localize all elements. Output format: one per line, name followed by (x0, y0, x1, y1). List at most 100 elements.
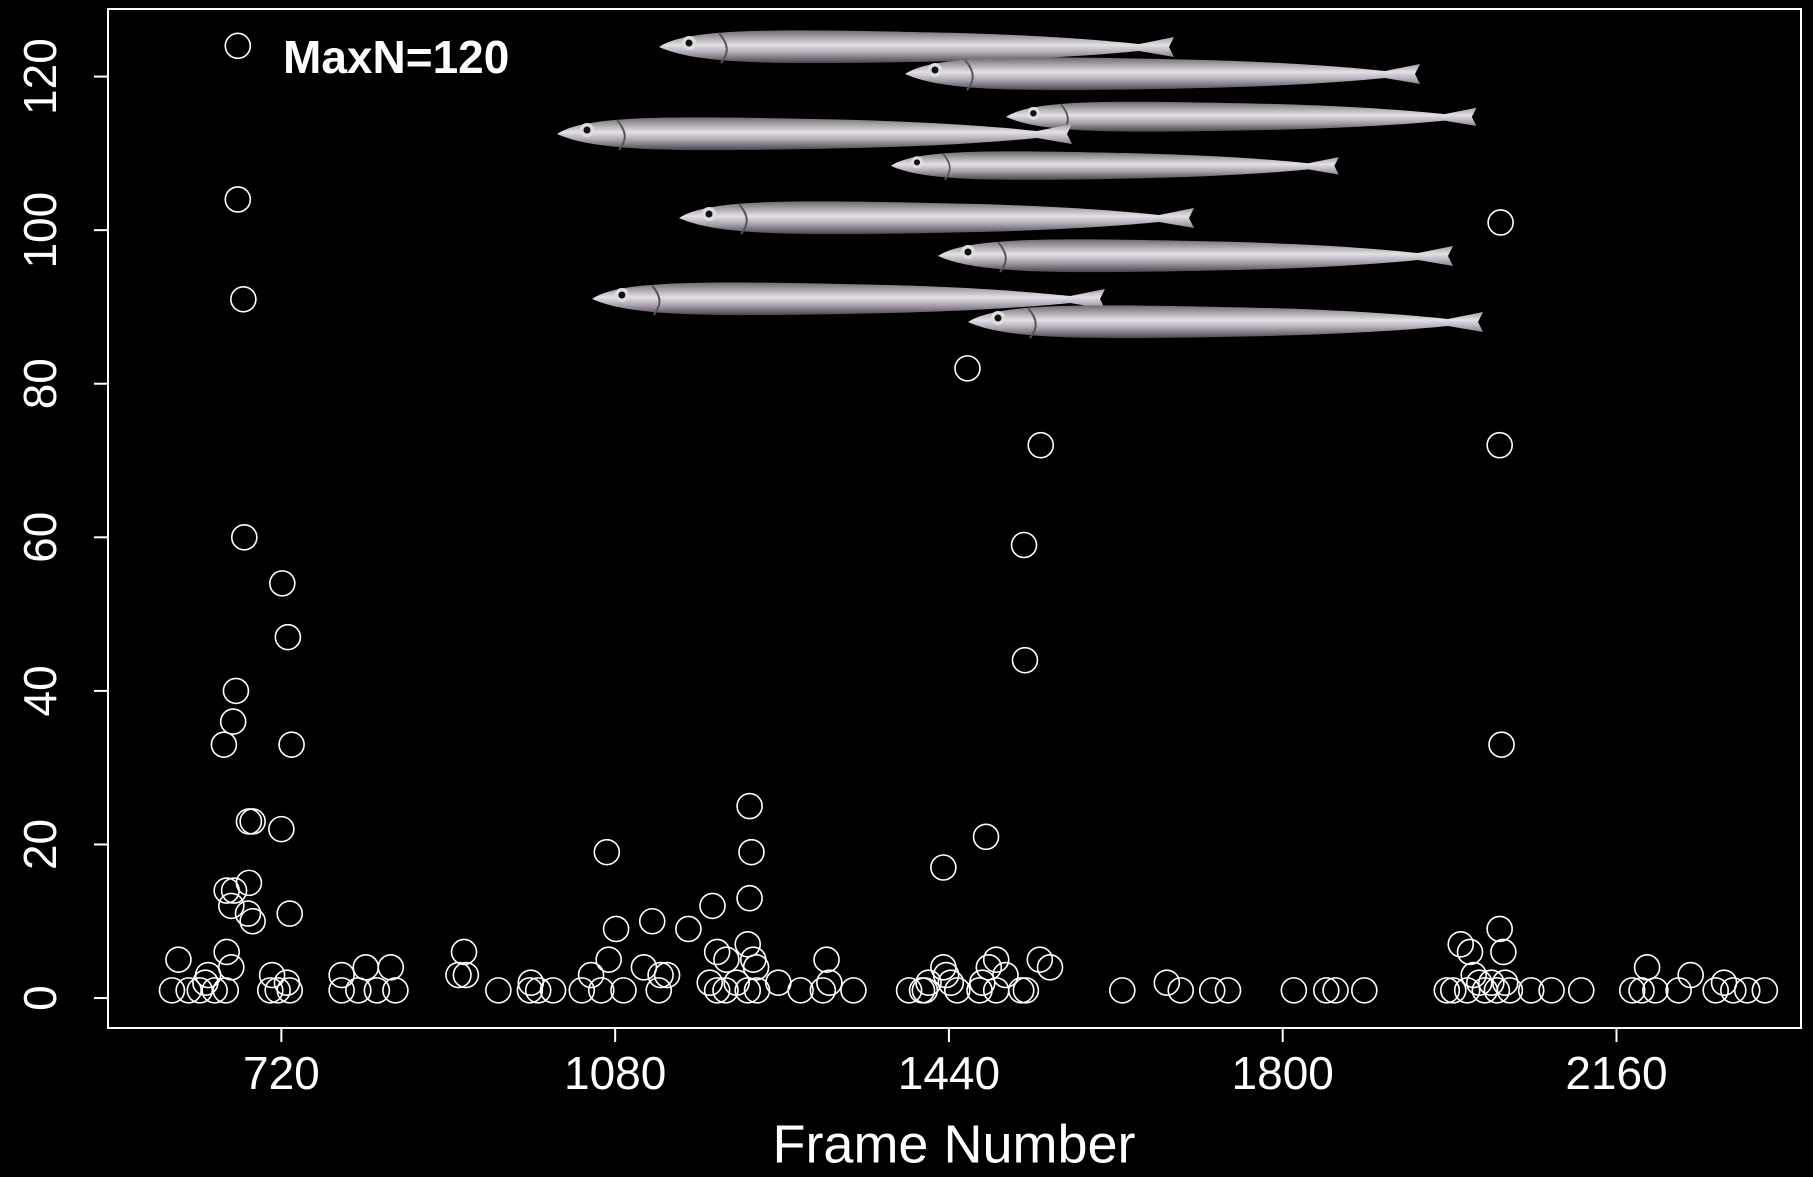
data-point (640, 909, 665, 934)
data-point (219, 955, 244, 980)
data-point (541, 978, 566, 1003)
y-tick-label: 120 (14, 38, 66, 115)
data-point (277, 901, 302, 926)
data-point (841, 978, 866, 1003)
chart: MaxN=120 Frame Number 020406080100120720… (0, 0, 1813, 1177)
data-point (452, 939, 477, 964)
data-point (1352, 978, 1377, 1003)
data-point (993, 963, 1018, 988)
data-point (735, 932, 760, 957)
data-point (240, 909, 265, 934)
x-tick-label: 1800 (1232, 1047, 1334, 1099)
data-point (1635, 955, 1660, 980)
data-point (1539, 978, 1564, 1003)
data-point (1009, 978, 1034, 1003)
data-point (912, 978, 937, 1003)
y-tick-label: 60 (14, 512, 66, 563)
data-point (655, 963, 680, 988)
data-point (697, 970, 722, 995)
fish-illustration (557, 30, 1483, 338)
x-tick-label: 720 (243, 1047, 320, 1099)
data-point (817, 970, 842, 995)
data-point (236, 901, 261, 926)
data-point (984, 947, 1009, 972)
data-point (938, 970, 963, 995)
data-point (596, 947, 621, 972)
data-point (383, 978, 408, 1003)
y-tick-label: 100 (14, 192, 66, 269)
data-point (213, 978, 238, 1003)
data-point (1487, 433, 1512, 458)
data-point (329, 963, 354, 988)
data-point (810, 978, 835, 1003)
data-point (1434, 978, 1459, 1003)
data-point (446, 963, 471, 988)
data-point (766, 970, 791, 995)
data-point (569, 978, 594, 1003)
data-point (700, 893, 725, 918)
data-point (1028, 433, 1053, 458)
data-point (232, 525, 257, 550)
data-point (258, 978, 283, 1003)
data-point (631, 955, 656, 980)
data-point (1154, 970, 1179, 995)
data-point (1491, 939, 1516, 964)
data-point (744, 955, 769, 980)
data-point (214, 939, 239, 964)
y-tick-label: 20 (14, 819, 66, 870)
data-point (737, 886, 762, 911)
data-point (1012, 648, 1037, 673)
data-point (378, 955, 403, 980)
data-point (594, 840, 619, 865)
data-point (279, 732, 304, 757)
data-point (176, 978, 201, 1003)
data-point (1013, 978, 1038, 1003)
data-point (931, 955, 956, 980)
data-point (955, 356, 980, 381)
data-point (611, 978, 636, 1003)
data-point (1200, 978, 1225, 1003)
data-point (225, 33, 250, 58)
data-point (221, 709, 246, 734)
data-point (1441, 978, 1466, 1003)
data-point (741, 947, 766, 972)
data-point (223, 678, 248, 703)
data-point (1488, 210, 1513, 235)
data-point (1752, 978, 1777, 1003)
data-point (225, 187, 250, 212)
data-point (1489, 732, 1514, 757)
data-point (187, 978, 212, 1003)
data-point (1493, 970, 1518, 995)
data-point (931, 855, 956, 880)
x-axis-label: Frame Number (772, 1114, 1135, 1174)
data-point (1666, 978, 1691, 1003)
data-point (739, 840, 764, 865)
y-tick-label: 0 (14, 985, 66, 1011)
data-point (211, 732, 236, 757)
data-point (453, 963, 478, 988)
data-point (231, 287, 256, 312)
data-point (166, 947, 191, 972)
data-point (236, 870, 261, 895)
data-point (788, 978, 813, 1003)
data-point (486, 978, 511, 1003)
data-point (984, 978, 1009, 1003)
data-point (970, 970, 995, 995)
data-point (1643, 978, 1668, 1003)
data-point (1678, 963, 1703, 988)
data-point (974, 824, 999, 849)
y-tick-label: 40 (14, 665, 66, 716)
data-point (1569, 978, 1594, 1003)
data-point (1216, 978, 1241, 1003)
data-point (737, 794, 762, 819)
x-tick-label: 1440 (898, 1047, 1000, 1099)
x-tick-label: 1080 (564, 1047, 666, 1099)
data-point (275, 625, 300, 650)
data-point (604, 916, 629, 941)
data-point (219, 893, 244, 918)
data-point (976, 955, 1001, 980)
data-point (1012, 532, 1037, 557)
data-point (646, 978, 671, 1003)
data-point (814, 947, 839, 972)
data-point (1168, 978, 1193, 1003)
